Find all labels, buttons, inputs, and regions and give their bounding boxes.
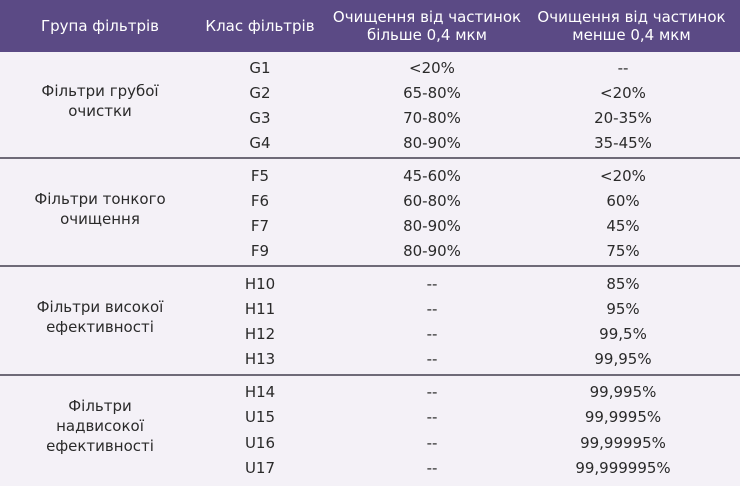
filter-class-cell: G1	[249, 58, 271, 77]
header-group-label: Група фільтрів	[40, 17, 159, 35]
group-divider	[0, 265, 740, 267]
group-label-line: Фільтри високої	[36, 298, 164, 316]
header-below-line1: Очищення від частинок	[537, 8, 726, 26]
table-row: H13 -- 99,95%	[0, 346, 740, 371]
header-below-line2: менше 0,4 мкм	[572, 26, 691, 44]
filter-class-cell: G4	[249, 133, 271, 152]
below-04-cell: 45%	[606, 216, 640, 235]
filter-class-cell: H10	[244, 274, 276, 293]
below-04-cell: 99,95%	[594, 349, 652, 368]
above-04-cell: 80-90%	[403, 133, 461, 152]
group-label-line: очищення	[60, 210, 140, 228]
group-label-line: Фільтри грубої	[41, 82, 159, 100]
filter-class-cell: F6	[250, 191, 270, 210]
group-label-line: Фільтри тонкого	[34, 190, 166, 208]
above-04-cell: 80-90%	[403, 216, 461, 235]
header-above-line1: Очищення від частинок	[332, 8, 522, 26]
header-above: Очищення від частинок більше 0,4 мкм	[327, 0, 527, 52]
below-04-cell: 95%	[606, 299, 640, 318]
table-row: G3 70-80% 20-35%	[0, 105, 740, 130]
header-class: Клас фільтрів	[190, 0, 330, 52]
table-row: H14 -- 99,995%	[0, 379, 740, 404]
header-above-line2: більше 0,4 мкм	[367, 26, 487, 44]
below-04-cell: 99,9995%	[584, 408, 662, 427]
filter-class-cell: G3	[249, 108, 271, 127]
filter-class-cell: U15	[244, 408, 276, 427]
table-row: U16 -- 99,99995%	[0, 430, 740, 455]
group-label-line: ефективності	[46, 318, 154, 336]
filter-group: Фільтри надвисокої ефективності H14 -- 99,995…	[0, 379, 740, 481]
group-label-line: очистки	[68, 102, 132, 120]
table-row: U15 -- 99,9995%	[0, 405, 740, 430]
below-04-cell: 60%	[606, 191, 640, 210]
group-label-line: надвисокої	[56, 417, 144, 436]
group-label-line: Фільтри	[68, 397, 132, 416]
group-label: Фільтри високої ефективності	[0, 271, 200, 363]
table-row: G2 65-80% <20%	[0, 80, 740, 105]
above-04-cell: <20%	[409, 58, 455, 77]
table-row: H12 -- 99,5%	[0, 321, 740, 346]
header-group: Група фільтрів	[0, 0, 200, 52]
table-row: F6 60-80% 60%	[0, 188, 740, 213]
table-row: H10 -- 85%	[0, 271, 740, 296]
table-header: Група фільтрів Клас фільтрів Очищення ві…	[0, 0, 740, 52]
table-row: H11 -- 95%	[0, 296, 740, 321]
filter-class-cell: F5	[250, 166, 270, 185]
table-row: F5 45-60% <20%	[0, 163, 740, 188]
above-04-cell: --	[426, 324, 438, 343]
below-04-cell: --	[617, 58, 629, 77]
table-row: G1 <20% --	[0, 55, 740, 80]
below-04-cell: 99,5%	[599, 324, 647, 343]
below-04-cell: 75%	[606, 241, 640, 260]
above-04-cell: --	[426, 382, 438, 401]
header-class-label: Клас фільтрів	[205, 17, 315, 35]
above-04-cell: --	[426, 299, 438, 318]
below-04-cell: <20%	[600, 166, 646, 185]
below-04-cell: 99,999995%	[575, 459, 671, 478]
filter-class-cell: F9	[250, 241, 270, 260]
table-row: F7 80-90% 45%	[0, 213, 740, 238]
below-04-cell: 20-35%	[594, 108, 652, 127]
filter-class-cell: H12	[244, 324, 276, 343]
header-below: Очищення від частинок менше 0,4 мкм	[523, 0, 740, 52]
filter-class-cell: U16	[244, 433, 276, 452]
group-label-line: ефективності	[46, 437, 154, 456]
above-04-cell: 65-80%	[403, 83, 461, 102]
group-divider	[0, 157, 740, 159]
filter-class-cell: H11	[244, 299, 276, 318]
above-04-cell: --	[426, 459, 438, 478]
below-04-cell: 85%	[606, 274, 640, 293]
filter-group: Фільтри грубої очистки G1 <20% -- G2 65-80% <20…	[0, 55, 740, 155]
below-04-cell: <20%	[600, 83, 646, 102]
filter-class-cell: H14	[244, 382, 276, 401]
group-label: Фільтри грубої очистки	[0, 55, 200, 147]
table-row: F9 80-90% 75%	[0, 238, 740, 263]
below-04-cell: 99,99995%	[580, 433, 666, 452]
filter-class-cell: U17	[244, 459, 276, 478]
above-04-cell: --	[426, 433, 438, 452]
table-row: U17 -- 99,999995%	[0, 456, 740, 481]
above-04-cell: 60-80%	[403, 191, 461, 210]
below-04-cell: 99,995%	[589, 382, 657, 401]
above-04-cell: 70-80%	[403, 108, 461, 127]
filter-class-cell: H13	[244, 349, 276, 368]
above-04-cell: 80-90%	[403, 241, 461, 260]
above-04-cell: 45-60%	[403, 166, 461, 185]
filter-class-cell: G2	[249, 83, 271, 102]
group-divider	[0, 374, 740, 376]
table-row: G4 80-90% 35-45%	[0, 130, 740, 155]
filter-class-cell: F7	[250, 216, 270, 235]
group-label: Фільтри тонкого очищення	[0, 163, 200, 255]
filter-group: Фільтри тонкого очищення F5 45-60% <20% F6 60-…	[0, 163, 740, 263]
below-04-cell: 35-45%	[594, 133, 652, 152]
above-04-cell: --	[426, 408, 438, 427]
above-04-cell: --	[426, 349, 438, 368]
above-04-cell: --	[426, 274, 438, 293]
group-label: Фільтри надвисокої ефективності	[0, 379, 200, 473]
filter-group: Фільтри високої ефективності H10 -- 85% H11 --…	[0, 271, 740, 371]
